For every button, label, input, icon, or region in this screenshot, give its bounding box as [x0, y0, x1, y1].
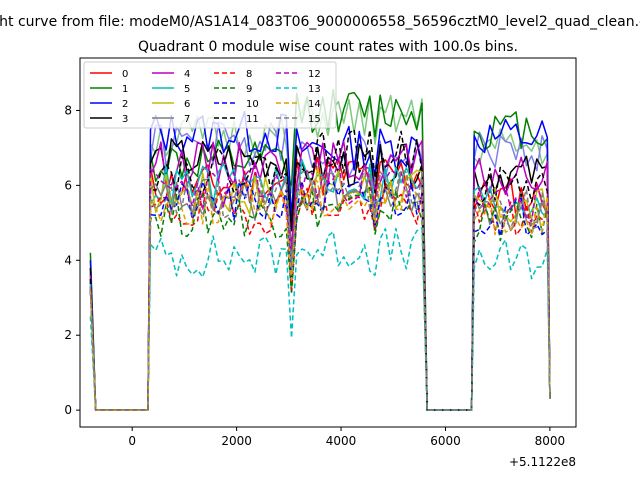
legend-entry-15: 15	[276, 114, 321, 125]
legend-label: 8	[246, 69, 252, 80]
plot-frame	[79, 57, 577, 428]
x-tick-label: 2000	[221, 434, 252, 448]
legend-entry-13: 13	[276, 84, 321, 95]
legend-entry-5: 5	[152, 84, 190, 95]
x-axis: 0 2000 4000 6000 8000	[128, 427, 565, 448]
x-tick-label: 4000	[326, 434, 357, 448]
legend-label: 5	[184, 84, 190, 95]
y-tick-label: 4	[64, 253, 72, 267]
figure-suptitle: Light curve from file: modeM0/AS1A14_083…	[0, 14, 640, 30]
legend-label: 9	[246, 84, 252, 95]
legend-entry-2: 2	[90, 99, 128, 110]
axes-layer	[79, 57, 577, 428]
legend-label: 14	[308, 99, 321, 110]
legend-label: 7	[184, 114, 190, 125]
legend-entry-14: 14	[276, 99, 321, 110]
x-offset-label: +5.1122e8	[509, 455, 576, 469]
legend-label: 12	[308, 69, 321, 80]
legend-label: 11	[246, 114, 259, 125]
series-line-12	[89, 160, 551, 411]
y-axis: 0 2 4 6 8	[64, 103, 80, 417]
legend-entry-7: 7	[152, 114, 190, 125]
legend-label: 2	[122, 99, 128, 110]
y-tick-label: 8	[64, 103, 72, 117]
legend-label: 15	[308, 114, 321, 125]
legend-label: 10	[246, 99, 259, 110]
legend-label: 1	[122, 84, 128, 95]
legend-entry-4: 4	[152, 69, 190, 80]
legend-label: 4	[184, 69, 190, 80]
legend-entry-3: 3	[90, 114, 128, 125]
legend-label: 13	[308, 84, 321, 95]
legend-entry-12: 12	[276, 69, 321, 80]
legend-entry-1: 1	[90, 84, 128, 95]
x-tick-label: 8000	[535, 434, 566, 448]
legend-entry-10: 10	[214, 99, 259, 110]
chart-title: Quadrant 0 module wise count rates with …	[138, 39, 518, 55]
legend-box	[83, 61, 337, 129]
series-line-11	[89, 128, 551, 411]
y-tick-label: 6	[64, 178, 72, 192]
y-tick-label: 2	[64, 328, 72, 342]
legend-entry-11: 11	[214, 114, 259, 125]
x-tick-label: 0	[128, 434, 136, 448]
legend-entry-8: 8	[214, 69, 252, 80]
legend-label: 6	[184, 99, 190, 110]
series-line-15	[89, 167, 551, 411]
legend-label: 3	[122, 114, 128, 125]
legend-entry-0: 0	[90, 69, 128, 80]
legend-label: 0	[122, 69, 128, 80]
y-tick-label: 0	[64, 403, 72, 417]
x-tick-label: 6000	[430, 434, 461, 448]
legend-entry-6: 6	[152, 99, 190, 110]
series-layer	[89, 88, 551, 411]
legend-entry-9: 9	[214, 84, 252, 95]
